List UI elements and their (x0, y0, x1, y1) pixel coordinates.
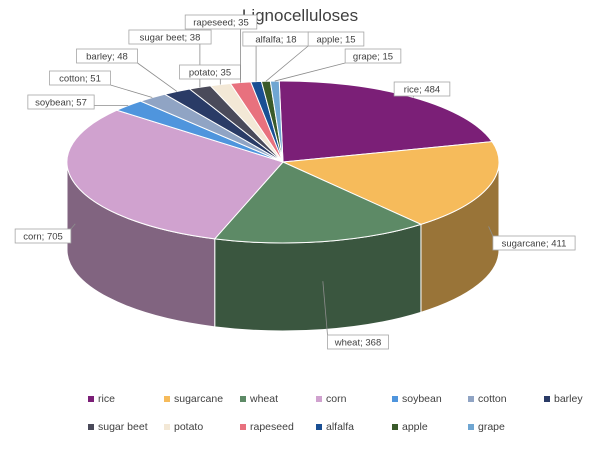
legend-swatch (392, 396, 398, 402)
callout-line (274, 62, 346, 82)
callout-box (49, 70, 111, 86)
callout-label-cotton: cotton; 51 (59, 73, 101, 84)
legend-item-soybean: soybean (392, 393, 442, 405)
legend-swatch (316, 424, 322, 430)
legend-item-grape: grape (468, 421, 505, 433)
legend-item-apple: apple (392, 421, 428, 433)
legend-item-rice: rice (88, 393, 115, 405)
legend-label: alfalfa (326, 421, 354, 433)
callout-soybean: soybean; 57 (27, 94, 129, 110)
callout-alfalfa: alfalfa; 18 (242, 31, 310, 82)
callout-potato: potato; 35 (179, 64, 241, 85)
callout-sugarcane: sugarcane; 411 (488, 226, 576, 251)
legend-label: grape (478, 421, 505, 433)
legend-swatch (468, 396, 474, 402)
legend-swatch (240, 396, 246, 402)
callout-line (265, 45, 309, 82)
callout-line (70, 223, 76, 230)
callout-wheat: wheat; 368 (322, 281, 389, 350)
legend-swatch (88, 396, 94, 402)
callout-box (27, 94, 95, 110)
callout-line (110, 84, 153, 98)
legend-label: corn (326, 393, 347, 405)
legend-item-alfalfa: alfalfa (316, 421, 354, 433)
legend-swatch (164, 424, 170, 430)
callout-line (488, 226, 494, 237)
legend-item-sugarcane: sugarcane (164, 393, 223, 405)
legend-label: apple (402, 421, 428, 433)
callout-label-potato: potato; 35 (189, 67, 231, 78)
callout-box (307, 31, 365, 47)
legend-swatch (88, 424, 94, 430)
legend-label: wheat (249, 393, 278, 405)
callout-label-rice: rice; 484 (404, 84, 440, 95)
callout-label-corn: corn; 705 (23, 231, 63, 242)
legend-label: cotton (478, 393, 507, 405)
legend-item-sugar-beet: sugar beet (88, 421, 148, 433)
pie-slice-wheat (213, 161, 423, 244)
legend-label: sugarcane (174, 393, 223, 405)
callout-apple: apple; 15 (265, 31, 365, 82)
pie-slice-sugarcane (281, 141, 500, 225)
legend-item-potato: potato (164, 421, 203, 433)
callout-barley: barley; 48 (76, 48, 178, 92)
legend-item-rapeseed: rapeseed (240, 421, 294, 433)
callout-box (184, 14, 258, 30)
callout-label-barley: barley; 48 (86, 51, 128, 62)
callout-box (327, 334, 389, 350)
legend-swatch (316, 396, 322, 402)
callout-corn: corn; 705 (14, 223, 76, 244)
legend-swatch (164, 396, 170, 402)
callout-label-sugarcane: sugarcane; 411 (502, 238, 567, 249)
legend-swatch (544, 396, 550, 402)
legend-swatch (240, 424, 246, 430)
callout-grape: grape; 15 (274, 48, 402, 82)
callout-cotton: cotton; 51 (49, 70, 153, 98)
legend-item-wheat: wheat (240, 393, 278, 405)
callout-label-alfalfa: alfalfa; 18 (255, 34, 296, 45)
legend-label: barley (554, 393, 583, 405)
callout-box (14, 228, 72, 244)
callout-box (393, 81, 451, 97)
legend-item-barley: barley (544, 393, 583, 405)
legend-item-cotton: cotton (468, 393, 507, 405)
legend-label: rice (98, 393, 115, 405)
callout-line (137, 62, 178, 92)
legend: rice sugarcane wheat corn soybean cotton barle… (88, 393, 583, 433)
legend-label: potato (174, 421, 203, 433)
callout-label-grape: grape; 15 (353, 51, 393, 62)
pie-sides (66, 161, 500, 332)
callout-box (492, 235, 576, 251)
callout-label-wheat: wheat; 368 (334, 337, 381, 348)
chart-title: Lignocelluloses (242, 6, 358, 25)
callout-box (76, 48, 138, 64)
legend-item-corn: corn (316, 393, 347, 405)
legend-label: sugar beet (98, 421, 148, 433)
callout-label-soybean: soybean; 57 (35, 97, 87, 108)
legend-swatch (392, 424, 398, 430)
legend-label: soybean (402, 393, 442, 405)
legend-swatch (468, 424, 474, 430)
legend-label: rapeseed (250, 421, 294, 433)
callout-rice: rice; 484 (393, 81, 451, 98)
callout-label-sugar-beet: sugar beet; 38 (140, 32, 201, 43)
callout-line (322, 281, 328, 336)
pie-slice-corn (66, 109, 284, 240)
callout-rapeseed: rapeseed; 35 (184, 14, 258, 83)
pie-tops (66, 80, 500, 244)
callout-label-apple: apple; 15 (316, 34, 355, 45)
callout-box (344, 48, 402, 64)
callout-label-rapeseed: rapeseed; 35 (193, 17, 248, 28)
callout-box (128, 29, 212, 45)
pie-callouts: rice; 484 sugarcane; 411 wheat; 368 corn; 7… (14, 14, 576, 350)
